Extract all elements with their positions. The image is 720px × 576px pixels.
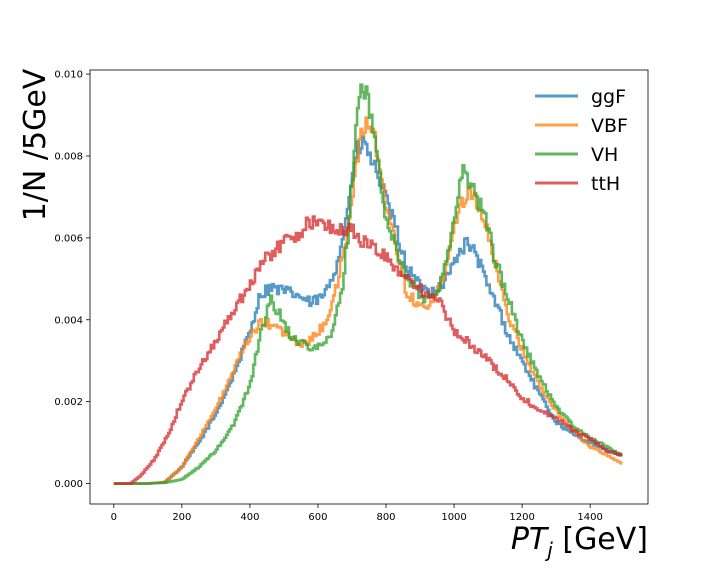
- plot-frame: [89, 69, 649, 505]
- y-tick-label: 0.002: [54, 397, 83, 408]
- x-axis-title-space: [553, 522, 563, 557]
- x-axis-ticks: 0 200 400 600 800 1000 1200 1400: [111, 504, 603, 523]
- x-tick-label: 600: [308, 512, 327, 523]
- y-tick-label: 0.010: [54, 70, 83, 81]
- x-tick-label: 800: [376, 512, 395, 523]
- series-line-vbf: [113, 116, 623, 485]
- series-line-tth: [113, 215, 623, 485]
- x-tick-label: 0: [111, 512, 117, 523]
- x-axis-title-unit: [GeV]: [562, 522, 648, 557]
- x-axis-title: PTj [GeV]: [511, 522, 648, 562]
- x-tick-label: 400: [240, 512, 259, 523]
- legend-label-vbf: VBF: [591, 115, 628, 137]
- x-tick-label: 200: [172, 512, 191, 523]
- series-line-vh: [113, 83, 623, 485]
- legend-label-vh: VH: [591, 144, 618, 166]
- x-axis-title-subscript: j: [544, 538, 553, 562]
- x-tick-label: 1000: [441, 512, 466, 523]
- y-axis-title: 1/N /5GeV: [18, 68, 53, 221]
- y-tick-label: 0.004: [54, 315, 83, 326]
- x-tick-label: 1200: [509, 512, 534, 523]
- y-tick-label: 0.006: [54, 233, 83, 244]
- x-axis-title-main: PT: [511, 522, 550, 557]
- series-line-ggf: [113, 135, 623, 485]
- series-layer: [113, 83, 623, 485]
- y-tick-label: 0.008: [54, 151, 83, 162]
- legend-label-ggf: ggF: [591, 86, 626, 108]
- y-tick-label: 0.000: [54, 479, 83, 490]
- legend: ggF VBF VH ttH: [535, 86, 628, 195]
- x-tick-label: 1400: [577, 512, 602, 523]
- legend-label-tth: ttH: [591, 173, 620, 195]
- y-axis-ticks: 0.000 0.002 0.004 0.006 0.008 0.010: [54, 70, 90, 490]
